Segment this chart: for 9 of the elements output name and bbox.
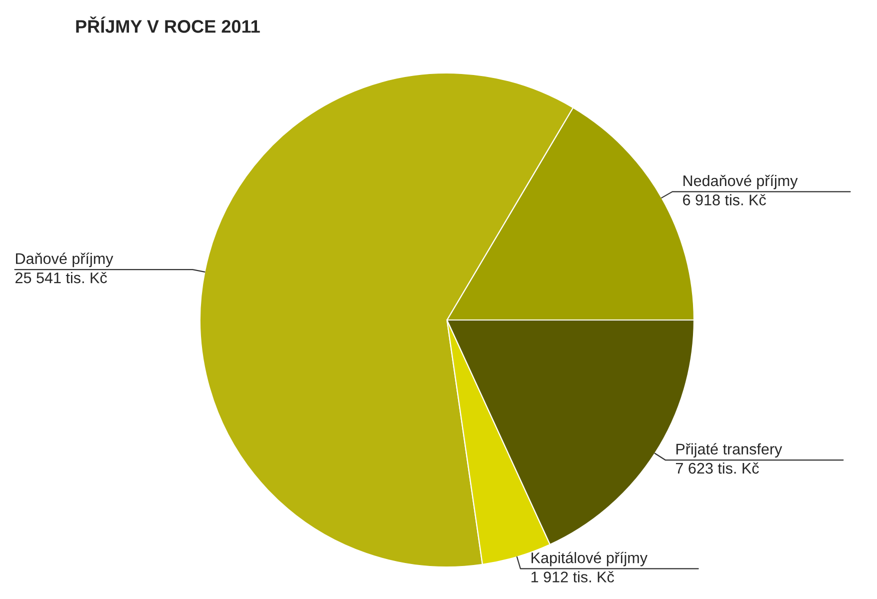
- slice-label: Nedaňové příjmy: [684, 174, 798, 190]
- data-label: 6 918 tis. Kč: [683, 194, 766, 206]
- slice-label: Přijaté transfery: [676, 443, 782, 458]
- data-label: 7 623 tis. Kč: [676, 462, 759, 474]
- chart-title: PŘÍJMY V ROCE 2011: [76, 16, 260, 33]
- slice-label: Kapitálové příjmy: [532, 552, 648, 566]
- slice-label: Daňové příjmy: [16, 252, 114, 268]
- data-label: 25 541 tis. Kč: [16, 272, 107, 284]
- data-label: 1 912 tis. Kč: [532, 571, 614, 582]
